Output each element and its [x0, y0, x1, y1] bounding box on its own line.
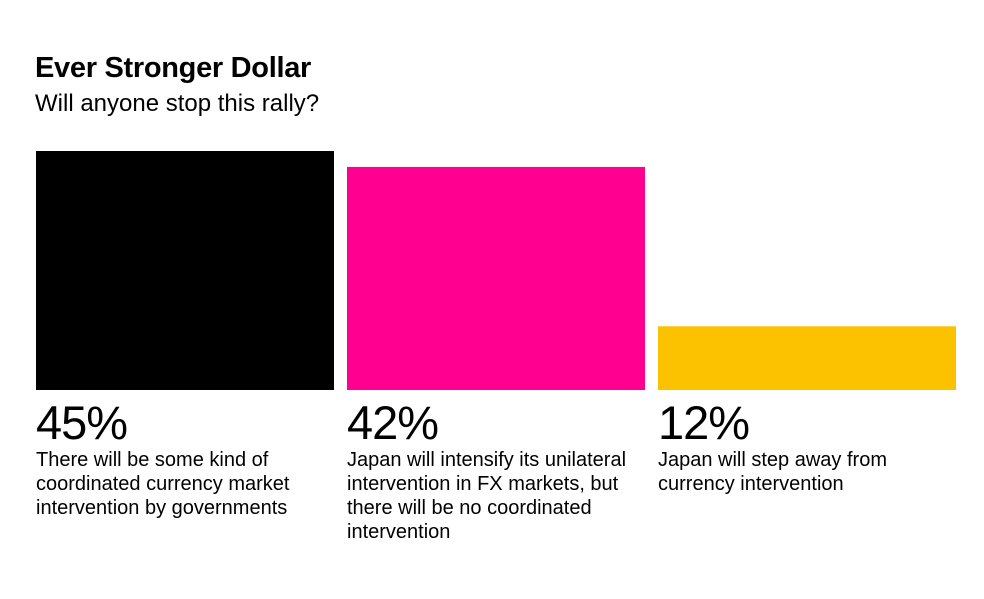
- bar-label-group-1: 45% There will be some kind of coordinat…: [36, 398, 336, 520]
- bar-description-1: There will be some kind of coordinated c…: [36, 449, 290, 519]
- chart-title: Ever Stronger Dollar: [35, 52, 312, 84]
- bar-description-2: Japan will intensify its unilateral inte…: [347, 449, 627, 543]
- bar-value-label-3: 12%: [658, 396, 750, 449]
- bar-description-3: Japan will step away from currency inter…: [658, 449, 887, 495]
- bar-3: [658, 326, 956, 390]
- bar-1: [36, 151, 334, 390]
- bar-value-label-2: 42%: [347, 396, 439, 449]
- bar-label-group-2: 42% Japan will intensify its unilateral …: [347, 398, 647, 544]
- bar-value-label-1: 45%: [36, 396, 128, 449]
- bar-label-group-3: 12% Japan will step away from currency i…: [658, 398, 958, 496]
- bar-2: [347, 166, 645, 390]
- chart-subtitle: Will anyone stop this rally?: [35, 90, 320, 117]
